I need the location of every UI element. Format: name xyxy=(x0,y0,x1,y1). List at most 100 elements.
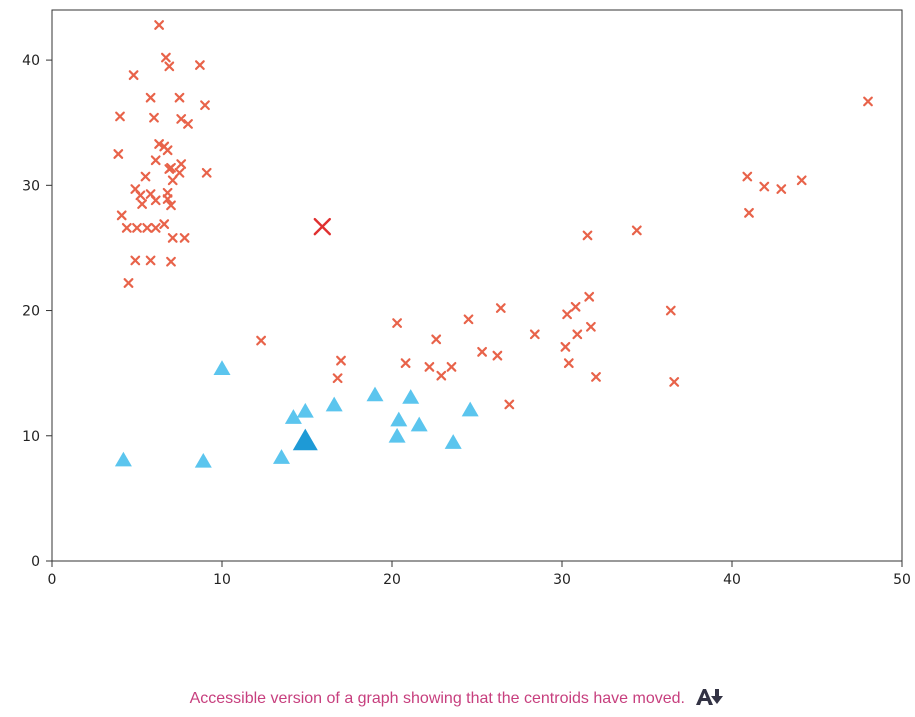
data-point-triangle xyxy=(114,451,132,467)
data-point-x xyxy=(195,60,205,71)
data-point-x xyxy=(142,222,153,233)
data-point-x xyxy=(504,399,515,410)
data-point-x xyxy=(174,167,185,178)
data-point-x xyxy=(776,184,787,194)
data-point-x xyxy=(135,190,146,201)
data-point-x xyxy=(183,119,193,129)
data-point-x xyxy=(529,329,540,340)
data-point-triangle xyxy=(194,452,212,468)
data-point-triangle xyxy=(325,396,343,412)
data-point-x xyxy=(130,255,141,266)
data-point-x xyxy=(137,199,147,210)
data-point-x xyxy=(631,225,642,236)
data-point-x xyxy=(332,373,343,384)
data-point-triangle xyxy=(273,449,290,464)
data-point-x xyxy=(201,167,212,178)
data-point-x xyxy=(167,175,178,186)
data-point-x xyxy=(742,171,753,182)
x-tick-label: 40 xyxy=(723,572,741,588)
data-point-x xyxy=(174,92,185,103)
data-point-x xyxy=(863,96,873,107)
data-point-x xyxy=(150,195,161,206)
data-point-x xyxy=(132,222,142,233)
data-point-x xyxy=(446,361,457,372)
data-point-x xyxy=(584,291,595,302)
data-point-x xyxy=(176,159,187,169)
x-tick-label: 0 xyxy=(48,572,57,588)
y-tick-label: 30 xyxy=(22,178,40,194)
x-tick-label: 50 xyxy=(893,572,911,588)
y-tick-label: 20 xyxy=(22,304,40,320)
data-point-triangle xyxy=(388,427,406,443)
data-point-x xyxy=(431,334,442,345)
data-point-triangle xyxy=(296,402,314,418)
y-tick-label: 10 xyxy=(22,429,40,445)
data-point-x xyxy=(116,210,127,221)
data-point-x xyxy=(159,219,170,230)
data-point-x xyxy=(149,112,159,123)
data-point-x xyxy=(166,200,176,211)
y-tick-label: 0 xyxy=(31,554,40,570)
data-point-x xyxy=(495,303,506,313)
chart-marks xyxy=(113,20,873,468)
x-tick-label: 30 xyxy=(553,572,571,588)
data-point-x xyxy=(582,230,593,241)
data-point-x xyxy=(400,358,411,369)
data-point-x xyxy=(166,256,176,267)
data-point-x xyxy=(560,341,571,352)
accessibility-download-icon[interactable] xyxy=(695,688,725,706)
data-point-x xyxy=(150,222,161,233)
data-point-x xyxy=(128,70,139,81)
data-point-x xyxy=(463,314,474,325)
x-tick-label: 10 xyxy=(213,572,231,588)
data-point-x xyxy=(140,171,151,182)
scatter-chart: 0 10 20 30 40 50 0 10 20 30 40 xyxy=(22,9,911,588)
data-point-x xyxy=(665,305,676,316)
data-point-triangle xyxy=(410,416,428,432)
data-point-x xyxy=(477,346,487,357)
data-point-x xyxy=(154,139,164,149)
data-point-x xyxy=(161,52,171,63)
data-point-x xyxy=(145,92,156,103)
data-point-triangle xyxy=(213,360,231,375)
data-point-x xyxy=(570,301,581,312)
data-point-triangle xyxy=(402,389,420,404)
data-point-x xyxy=(336,355,346,366)
data-point-x xyxy=(154,20,164,30)
data-point-x xyxy=(796,175,807,186)
data-point-x xyxy=(176,114,187,124)
data-point-x xyxy=(585,321,596,332)
caption-text: Accessible version of a graph showing th… xyxy=(189,690,685,707)
data-point-x xyxy=(162,194,173,204)
plot-frame xyxy=(51,9,903,562)
data-point-x xyxy=(591,372,601,382)
data-point-x xyxy=(424,361,435,372)
data-point-x xyxy=(164,164,175,174)
data-point-x xyxy=(436,370,447,381)
accessible-version-link[interactable]: Accessible version of a graph showing th… xyxy=(189,688,726,707)
data-point-triangle xyxy=(390,411,408,427)
data-point-triangle xyxy=(284,409,302,424)
data-point-x xyxy=(256,335,266,346)
data-point-x xyxy=(162,145,173,156)
data-point-x xyxy=(562,309,573,320)
data-point-x xyxy=(123,278,134,288)
data-point-x xyxy=(563,358,574,369)
data-point-triangle xyxy=(461,401,479,417)
data-point-x xyxy=(392,318,402,328)
data-point-x xyxy=(572,329,583,340)
caption: Accessible version of a graph showing th… xyxy=(0,688,915,708)
centroid-triangle xyxy=(292,428,318,451)
data-point-x xyxy=(179,233,190,243)
data-point-x xyxy=(759,181,770,192)
data-point-x xyxy=(492,350,503,361)
data-point-x xyxy=(113,149,124,159)
data-point-x xyxy=(167,233,178,243)
data-point-x xyxy=(200,100,210,111)
data-point-x xyxy=(145,255,156,266)
data-point-x xyxy=(669,377,680,387)
data-point-x xyxy=(150,155,161,166)
data-point-x xyxy=(164,61,175,72)
data-point-x xyxy=(744,207,754,218)
data-point-x xyxy=(121,222,132,233)
